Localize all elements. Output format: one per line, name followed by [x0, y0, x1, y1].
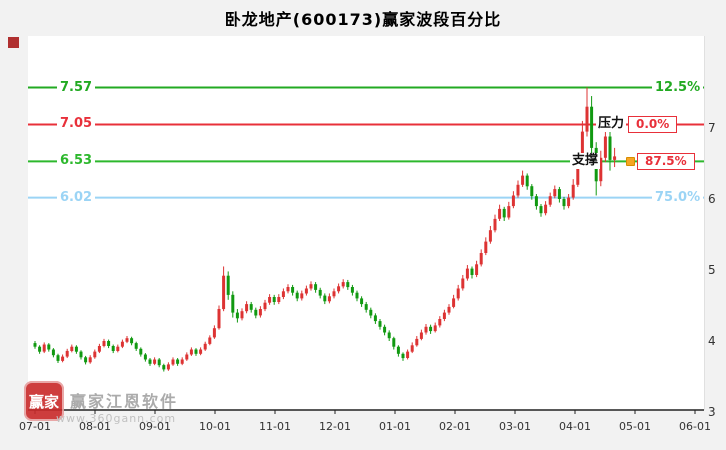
- x-axis-label: 09-01: [139, 420, 171, 433]
- current-price-marker: [626, 157, 635, 167]
- level-percent-label: 12.5%: [652, 79, 704, 96]
- level-name-label: 支撑: [570, 153, 601, 170]
- level-percent-box: 0.0%: [628, 116, 678, 134]
- level-price-label: 7.57: [57, 79, 96, 96]
- x-axis-label: 05-01: [619, 420, 651, 433]
- level-price-label: 6.53: [57, 153, 96, 170]
- y-axis-tick-label: 5: [708, 263, 716, 277]
- x-axis-label: 10-01: [199, 420, 231, 433]
- x-axis-label: 12-01: [319, 420, 351, 433]
- red-corner-icon: [8, 37, 19, 48]
- x-axis-label: 02-01: [439, 420, 471, 433]
- x-axis-label: 01-01: [379, 420, 411, 433]
- watermark-brand-text: 赢家江恩软件: [70, 392, 179, 411]
- x-axis-label: 03-01: [499, 420, 531, 433]
- x-axis-label: 07-01: [19, 420, 51, 433]
- x-axis-label: 08-01: [79, 420, 111, 433]
- y-axis-tick-label: 7: [708, 121, 716, 135]
- page-title: 卧龙地产(600173)赢家波段百分比: [224, 10, 502, 29]
- x-axis-label: 06-01: [679, 420, 711, 433]
- y-axis-tick-label: 4: [708, 334, 716, 348]
- level-price-label: 6.02: [57, 189, 96, 206]
- level-percent-label: 75.0%: [652, 189, 704, 206]
- watermark-url-text: www.360gann.com: [56, 412, 177, 425]
- level-price-label: 7.05: [57, 116, 96, 133]
- y-axis-tick-label: 6: [708, 192, 716, 206]
- x-axis-label: 04-01: [559, 420, 591, 433]
- x-axis-label: 11-01: [259, 420, 291, 433]
- y-axis-tick-label: 3: [708, 405, 716, 419]
- brand-logo-icon: 赢家: [24, 381, 64, 421]
- level-name-label: 压力: [596, 116, 627, 133]
- level-percent-box: 87.5%: [637, 153, 695, 171]
